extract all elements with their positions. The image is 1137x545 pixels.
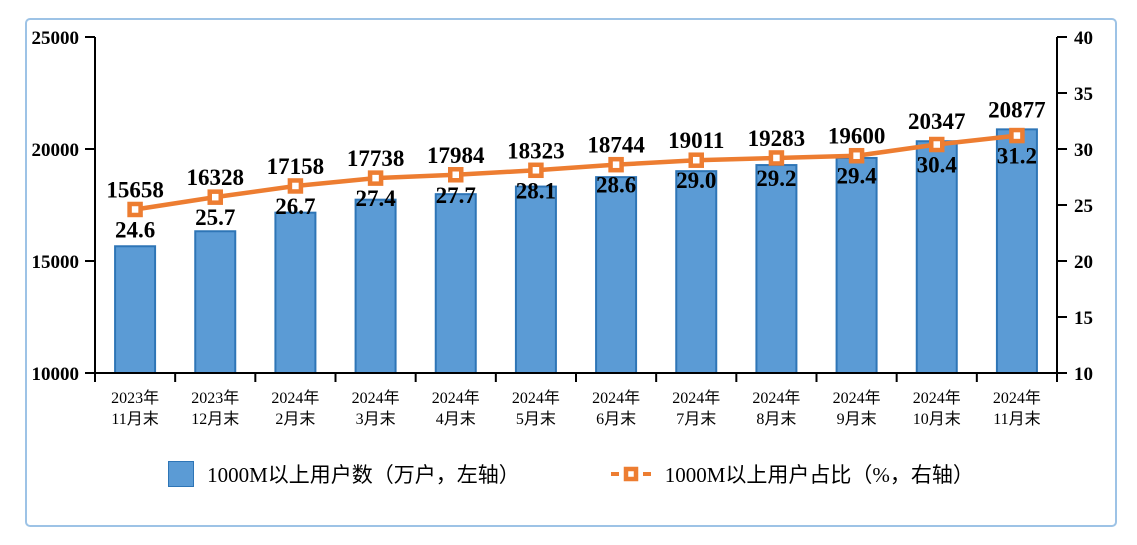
bar	[194, 230, 237, 374]
x-axis-label-year: 2024年	[672, 389, 720, 407]
x-axis-label-month: 4月末	[436, 410, 476, 428]
x-axis-label-month: 11月末	[993, 410, 1040, 428]
line-marker	[1009, 127, 1025, 144]
left-axis-tick-label: 25000	[32, 28, 80, 49]
x-axis-label-year: 2023年	[111, 389, 159, 407]
x-axis-label-month: 8月末	[756, 410, 796, 428]
percent-value-label: 25.7	[195, 205, 235, 230]
x-axis-label-year: 2024年	[432, 389, 480, 407]
x-axis-label-year: 2024年	[833, 389, 881, 407]
x-axis-label-month: 7月末	[676, 410, 716, 428]
right-axis-tick-label: 35	[1074, 84, 1093, 105]
x-axis-label-year: 2024年	[752, 389, 800, 407]
line-marker	[207, 189, 223, 205]
right-axis-tick-label: 20	[1074, 252, 1093, 273]
bar	[675, 170, 718, 374]
percent-value-label: 31.2	[997, 144, 1037, 169]
bar-value-label: 17984	[427, 143, 485, 168]
line-marker	[367, 170, 384, 186]
bar-value-label: 18744	[587, 133, 645, 158]
line-marker	[848, 147, 865, 164]
line-marker	[768, 150, 785, 166]
percent-value-label: 28.1	[516, 178, 556, 203]
x-axis-label-month: 9月末	[837, 410, 877, 428]
percent-value-label: 24.6	[115, 217, 155, 242]
x-axis-label-month: 3月末	[356, 410, 396, 428]
bar-value-label: 20347	[908, 109, 966, 134]
percent-value-label: 30.4	[917, 153, 958, 178]
x-axis-label-year: 2024年	[913, 389, 961, 407]
right-axis-tick-label: 40	[1074, 28, 1093, 49]
bar-value-label: 19600	[828, 124, 886, 149]
line-marker	[608, 156, 624, 173]
line-marker	[448, 167, 464, 183]
left-axis-tick-label: 15000	[32, 252, 80, 273]
line-marker	[287, 178, 304, 194]
bar-value-label: 19011	[668, 128, 724, 153]
x-axis-label-year: 2023年	[191, 389, 239, 407]
bar-value-label: 18323	[507, 138, 565, 163]
x-axis-label-year: 2024年	[271, 389, 319, 407]
bar	[274, 211, 317, 374]
right-axis-tick-label: 15	[1074, 308, 1093, 329]
bar	[595, 176, 638, 374]
line-series-label: 1000M以上用户占比（%，右轴）	[664, 463, 974, 487]
bar-value-label: 17738	[347, 146, 405, 171]
x-axis-label-year: 2024年	[352, 389, 400, 407]
bar-value-label: 16328	[187, 165, 245, 190]
percent-value-label: 29.4	[836, 164, 877, 189]
percent-value-label: 26.7	[275, 194, 315, 219]
right-axis-tick-label: 10	[1074, 364, 1093, 385]
left-axis-tick-label: 20000	[32, 140, 80, 161]
x-axis-label-month: 12月末	[191, 410, 239, 428]
legend-item-line-series: 1000M以上用户占比（%，右轴）	[610, 459, 974, 489]
bar	[755, 164, 798, 374]
line-marker	[688, 152, 704, 168]
percent-value-label: 27.7	[436, 183, 476, 208]
bar	[434, 193, 477, 374]
line-series-marker-icon	[610, 466, 651, 482]
right-axis-tick-label: 30	[1074, 140, 1093, 161]
bar	[915, 140, 958, 374]
x-axis-label-month: 2月末	[275, 410, 315, 428]
line-marker	[929, 136, 945, 153]
line-marker	[528, 162, 544, 179]
x-axis-label-year: 2024年	[592, 389, 640, 407]
legend-item-bar-series: 1000M以上用户数（万户，左轴）	[168, 459, 520, 489]
x-axis-label-year: 2024年	[512, 389, 560, 407]
x-axis-label-month: 5月末	[516, 410, 556, 428]
percent-value-label: 29.2	[756, 166, 796, 191]
percent-value-label: 28.6	[596, 173, 636, 198]
line-marker	[127, 201, 143, 218]
x-axis-label-month: 6月末	[596, 410, 636, 428]
percent-value-label: 29.0	[676, 168, 716, 193]
bar	[354, 198, 397, 374]
legend: 1000M以上用户数（万户，左轴） 1000M以上用户占比（%，右轴）	[27, 456, 1115, 492]
x-axis-label-month: 10月末	[913, 410, 961, 428]
bar-value-label: 19283	[748, 126, 806, 151]
bar-series-swatch-icon	[168, 461, 195, 487]
percent-value-label: 27.4	[355, 186, 396, 211]
bar	[114, 245, 157, 374]
x-axis-label-year: 2024年	[993, 389, 1041, 407]
bar-value-label: 20877	[988, 97, 1046, 122]
percentage-line	[132, 133, 1020, 212]
bar-series-label: 1000M以上用户数（万户，左轴）	[207, 463, 520, 487]
bar	[514, 185, 557, 374]
left-axis-tick-label: 10000	[32, 364, 80, 385]
x-axis-label-month: 11月末	[111, 410, 158, 428]
bar	[835, 156, 878, 374]
bar-value-label: 15658	[106, 177, 164, 202]
right-axis-tick-label: 25	[1074, 196, 1093, 217]
bar-value-label: 17158	[267, 154, 325, 179]
